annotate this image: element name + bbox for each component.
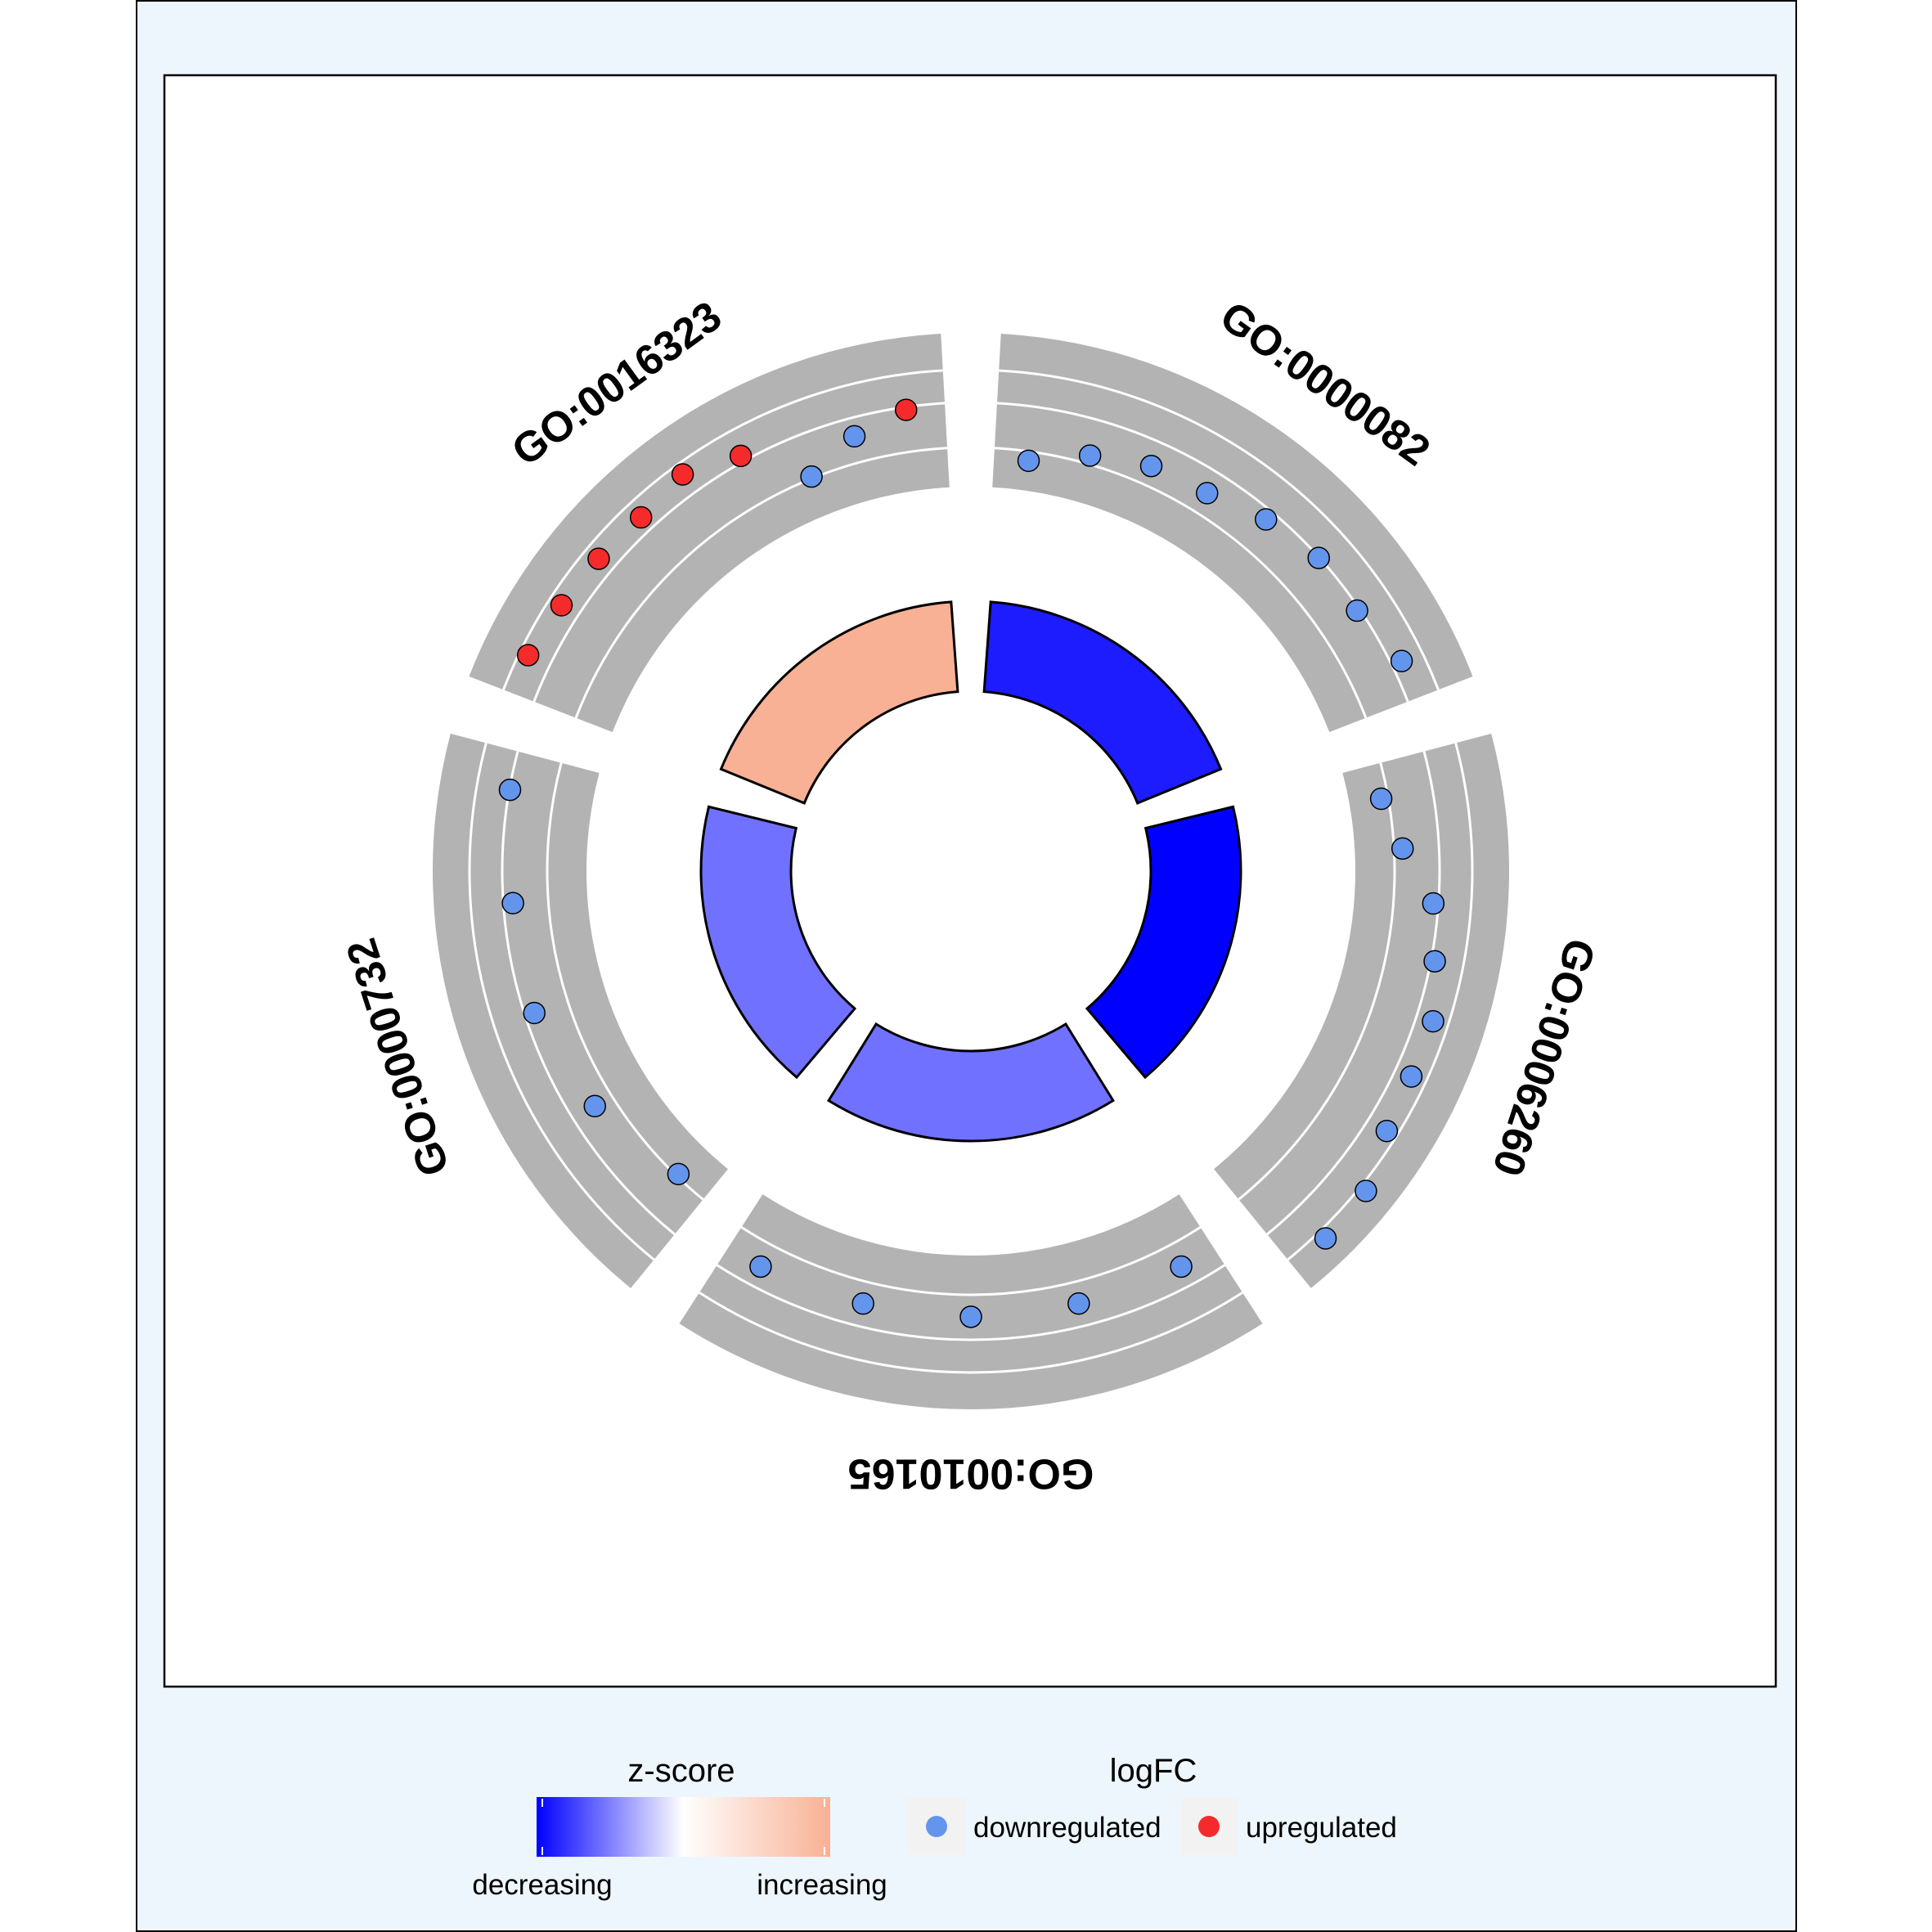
track-gridline-2-GO-0000082 (996, 402, 1409, 703)
logfc-point-GO-0016323-9 (894, 398, 918, 421)
logfc-point-GO-0016323-3 (587, 547, 610, 570)
logfc-point-GO-0010165-3 (959, 1305, 982, 1328)
zscore-segment-GO-0010165 (827, 1022, 1115, 1143)
logfc-point-GO-0016323-7 (800, 465, 823, 488)
logfc-point-GO-0006260-2 (1391, 837, 1414, 860)
logfc-point-GO-0000732-5 (498, 778, 522, 802)
logfc-point-GO-0006260-6 (1400, 1065, 1423, 1088)
logfc-point-GO-0000732-3 (523, 1001, 546, 1025)
logfc-point-GO-0010165-5 (749, 1255, 772, 1278)
logfc-point-GO-0000082-1 (1017, 449, 1040, 473)
logfc-point-GO-0000732-2 (583, 1094, 606, 1118)
track-gridline-2-GO-0006260 (1266, 751, 1441, 1236)
outer-track-GO-0006260 (1214, 733, 1509, 1288)
logfc-point-GO-0000082-6 (1307, 546, 1330, 569)
logfc-point-GO-0016323-2 (550, 594, 573, 617)
logfc-point-GO-0016323-6 (729, 444, 753, 468)
logfc-point-GO-0000732-1 (667, 1162, 690, 1186)
logfc-point-GO-0016323-5 (671, 463, 694, 486)
zscore-segment-GO-0006260 (1085, 805, 1242, 1080)
outer-tracks (433, 334, 1509, 1409)
outer-track-GO-0000082 (992, 334, 1473, 733)
logfc-points (498, 398, 1446, 1328)
zscore-low-label: decreasing (472, 1869, 612, 1901)
logfc-legend-title: logFC (1110, 1753, 1197, 1789)
logfc-point-GO-0000082-8 (1390, 649, 1413, 672)
zscore-legend-title: z-score (627, 1753, 735, 1789)
track-gridline-3-GO-0000732 (468, 743, 655, 1261)
outer-track-GO-0000732 (433, 733, 728, 1288)
track-gridline-3-GO-0010165 (699, 1292, 1243, 1374)
logfc-point-GO-0006260-4 (1423, 950, 1446, 973)
logfc-point-GO-0006260-1 (1369, 787, 1393, 811)
legend-label-upregulated: upregulated (1246, 1812, 1397, 1844)
track-gridline-3-GO-0006260 (1287, 743, 1474, 1261)
logfc-point-GO-0006260-8 (1355, 1179, 1377, 1202)
track-gridline-1-GO-0006260 (1238, 762, 1396, 1201)
legend: z-score decreasing increasing logFC down… (472, 1753, 1397, 1901)
track-gridline-1-GO-0000732 (546, 762, 704, 1201)
zscore-segment-GO-0000082 (982, 600, 1223, 805)
logfc-point-GO-0000082-4 (1195, 482, 1219, 505)
track-gridline-2-GO-0016323 (532, 402, 946, 703)
logfc-point-GO-0016323-4 (629, 505, 653, 529)
plot-area-frame (163, 74, 1777, 1688)
logfc-point-GO-0006260-7 (1375, 1119, 1399, 1143)
logfc-point-GO-0000082-7 (1346, 599, 1368, 622)
logfc-point-GO-0006260-9 (1314, 1227, 1337, 1250)
term-label-GO-0010165: GO:0010165 (848, 1449, 1094, 1497)
track-gridline-3-GO-0000082 (999, 369, 1440, 690)
zscore-segment-GO-0016323 (719, 600, 959, 805)
logfc-point-GO-0010165-2 (1067, 1292, 1090, 1315)
logfc-point-GO-0006260-5 (1422, 1009, 1445, 1033)
logfc-point-GO-0000082-5 (1255, 508, 1278, 531)
zscore-colorbar (537, 1797, 830, 1857)
legend-label-downregulated: downregulated (973, 1812, 1161, 1844)
logfc-point-GO-0010165-1 (1170, 1255, 1193, 1278)
logfc-point-GO-0016323-8 (842, 425, 866, 448)
zscore-ring (699, 600, 1242, 1143)
logfc-point-GO-0006260-3 (1422, 892, 1445, 915)
legend-dot-downregulated (926, 1816, 947, 1837)
track-gridline-1-GO-0010165 (740, 1226, 1202, 1296)
logfc-point-GO-0000082-2 (1078, 444, 1102, 467)
logfc-point-GO-0000082-3 (1139, 454, 1163, 478)
track-gridline-1-GO-0016323 (574, 447, 948, 719)
logfc-point-GO-0010165-4 (851, 1292, 874, 1315)
track-gridline-2-GO-0010165 (716, 1264, 1226, 1341)
track-gridline-1-GO-0000082 (994, 447, 1368, 719)
outer-track-GO-0010165 (679, 1194, 1263, 1409)
legend-dot-upregulated (1198, 1816, 1220, 1837)
zscore-high-label: increasing (757, 1869, 887, 1901)
logfc-point-GO-0016323-1 (516, 644, 540, 667)
zscore-segment-GO-0000732 (699, 805, 857, 1080)
outer-track-GO-0016323 (469, 334, 950, 733)
logfc-point-GO-0000732-4 (501, 892, 524, 914)
